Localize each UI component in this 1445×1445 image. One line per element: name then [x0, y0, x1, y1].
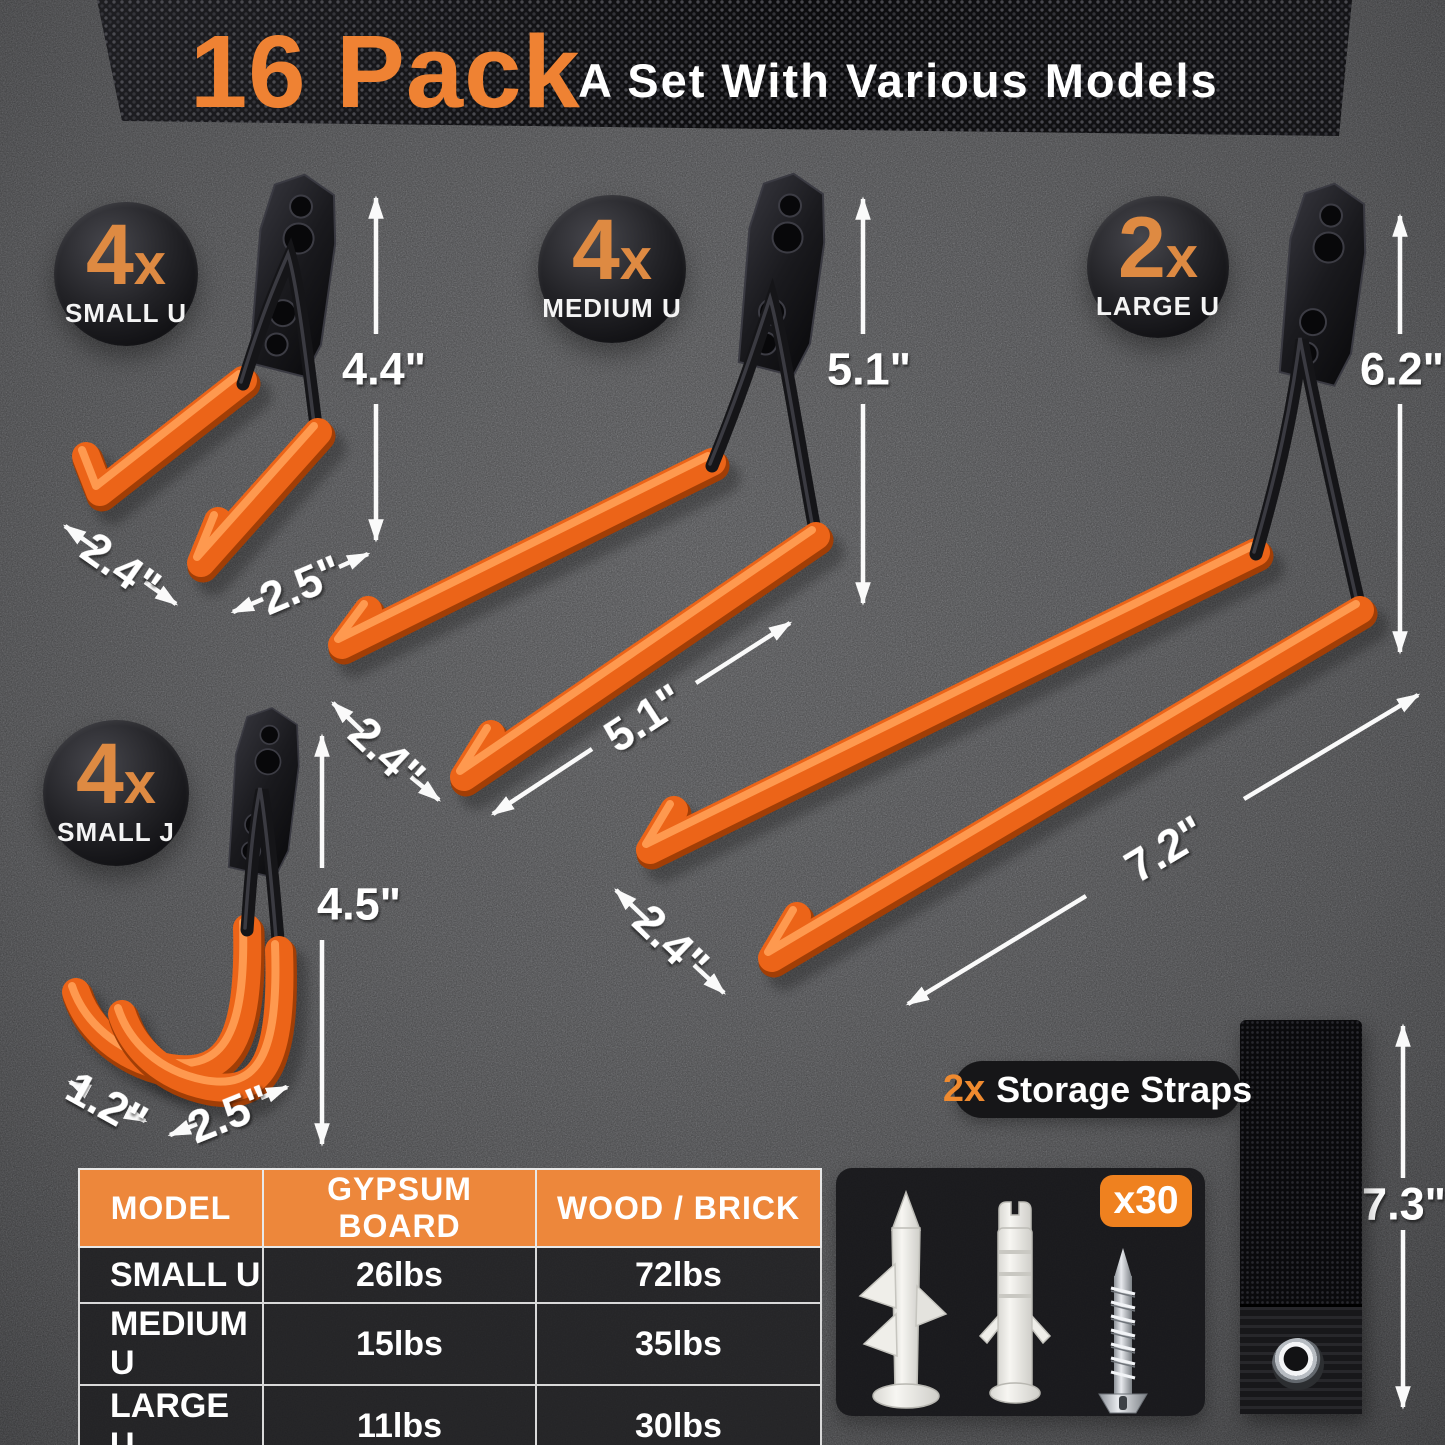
dimension-arrows	[65, 198, 1418, 1407]
straps-name: Storage Straps	[996, 1068, 1253, 1110]
badge-count: 4	[85, 206, 134, 303]
dim-label-small-u-depth: 2.4"	[72, 522, 170, 612]
cell-model: LARGE U	[78, 1384, 264, 1445]
dim-arrow-medium-u-depth	[333, 703, 439, 800]
dim-label-large-u-height: 6.2"	[1360, 344, 1444, 395]
col-header-gypsum-board: GYPSUM BOARD	[262, 1168, 537, 1248]
badge-suffix: x	[619, 226, 653, 292]
page-title: 16 Pack	[190, 14, 581, 129]
cell-model: SMALL U	[78, 1246, 264, 1304]
screw-icon	[1098, 1248, 1148, 1414]
badge-suffix: x	[123, 750, 157, 816]
dim-label-small-u-height: 4.4"	[342, 344, 426, 395]
table-row: MEDIUM U 15lbs 35lbs	[78, 1302, 822, 1386]
page-subtitle: A Set With Various Models	[578, 54, 1219, 107]
dim-arrow-medium-u-width	[493, 623, 790, 814]
storage-straps-label: 2x Storage Straps	[943, 1061, 1252, 1118]
badge-model-label: SMALL U	[64, 298, 188, 329]
dim-arrow-large-u-width	[908, 695, 1418, 1004]
badge-count: 4	[75, 725, 124, 822]
load-capacity-table: MODEL GYPSUM BOARD WOOD / BRICK SMALL U …	[78, 1168, 822, 1445]
badge-count: 4	[571, 201, 620, 298]
badge-suffix: x	[133, 231, 167, 297]
dim-arrow-small-u-width	[233, 554, 368, 612]
dim-label-small-j-height: 4.5"	[317, 879, 401, 930]
badge-count: 2	[1117, 199, 1166, 296]
col-header-model: MODEL	[78, 1168, 264, 1248]
cell-gypsum: 26lbs	[262, 1246, 537, 1304]
col-header-wood-brick: WOOD / BRICK	[535, 1168, 822, 1248]
strap-velcro-section	[1240, 1020, 1362, 1307]
dim-arrow-small-u-depth	[65, 526, 176, 604]
cell-model: MEDIUM U	[78, 1302, 264, 1386]
dim-arrow-small-j-depth	[70, 1082, 145, 1121]
dim-arrow-small-j-width	[170, 1087, 287, 1135]
table-row: SMALL U 26lbs 72lbs	[78, 1246, 822, 1304]
storage-strap-graphic	[1240, 1020, 1362, 1414]
anchors-and-screw-illustration	[858, 1189, 1148, 1414]
badge-model-label: LARGE U	[1096, 291, 1220, 322]
expansion-anchor-icon	[978, 1201, 1052, 1404]
table-header-row: MODEL GYPSUM BOARD WOOD / BRICK	[78, 1168, 822, 1248]
dim-label-medium-u-height: 5.1"	[827, 344, 911, 395]
drywall-anchor-icon	[858, 1189, 948, 1409]
cell-gypsum: 15lbs	[262, 1302, 537, 1386]
table-row: LARGE U 11lbs 30lbs	[78, 1384, 822, 1445]
cell-wood: 30lbs	[535, 1384, 822, 1445]
strap-webbing-section	[1240, 1307, 1362, 1414]
cell-gypsum: 11lbs	[262, 1384, 537, 1445]
header-banner	[97, 0, 1352, 136]
dim-label-strap-length: 7.3"	[1362, 1179, 1445, 1230]
cell-wood: 72lbs	[535, 1246, 822, 1304]
strap-grommet	[1272, 1338, 1324, 1390]
cell-wood: 35lbs	[535, 1302, 822, 1386]
straps-quantity: 2x	[942, 1068, 986, 1110]
hardware-panel: x30	[836, 1168, 1205, 1416]
hardware-count-badge: x30	[1100, 1175, 1192, 1227]
dim-arrow-large-u-depth	[616, 890, 724, 993]
dim-label-large-u-width: 7.2"	[1116, 806, 1214, 893]
badge-model-label: SMALL J	[57, 817, 175, 848]
dim-label-small-u-width: 2.5"	[252, 545, 349, 625]
badge-model-label: MEDIUM U	[542, 293, 682, 324]
badge-suffix: x	[1165, 224, 1199, 290]
